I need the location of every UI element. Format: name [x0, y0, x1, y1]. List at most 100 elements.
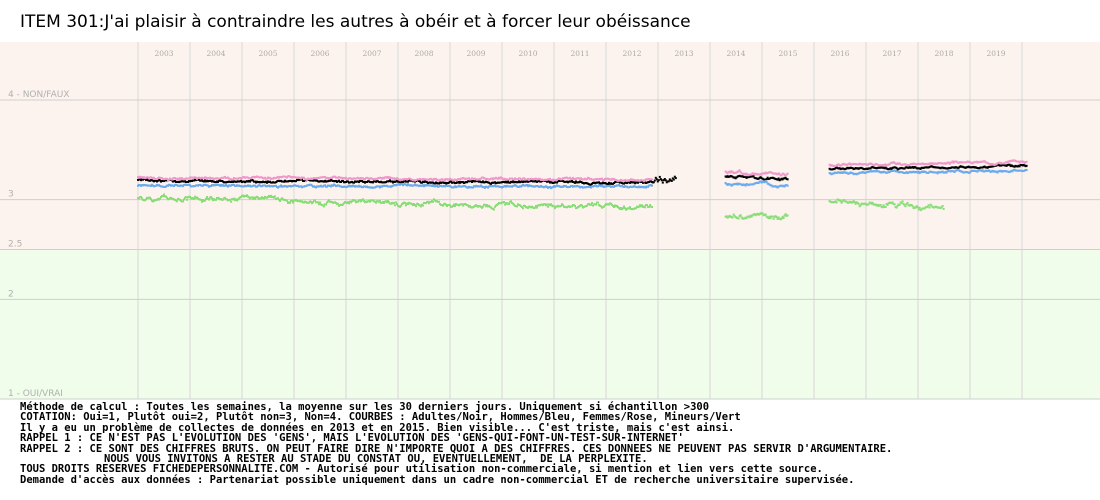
data-point-adultes	[668, 180, 670, 182]
data-point-mineurs	[183, 198, 185, 200]
x-tick-label-2019: 2019	[986, 49, 1005, 58]
data-point-mineurs	[286, 200, 288, 202]
data-point-mineurs	[644, 206, 646, 208]
x-tick-label-2010: 2010	[518, 49, 537, 58]
data-point-mineurs	[379, 200, 381, 202]
data-point-mineurs	[337, 203, 339, 205]
x-tick-label-2004: 2004	[206, 49, 225, 58]
data-point-mineurs	[892, 201, 894, 203]
data-point-mineurs	[787, 214, 789, 216]
data-point-mineurs	[274, 196, 276, 198]
y-tick-label: 3	[8, 190, 14, 200]
y-tick-label: 2.5	[8, 240, 22, 250]
data-point-mineurs	[200, 199, 202, 201]
x-tick-label-2003: 2003	[154, 49, 173, 58]
data-point-mineurs	[516, 205, 518, 207]
data-point-mineurs	[405, 204, 407, 206]
data-point-mineurs	[783, 217, 785, 219]
data-point-mineurs	[215, 199, 217, 201]
data-point-mineurs	[738, 217, 740, 219]
data-point-mineurs	[454, 205, 456, 207]
data-point-mineurs	[482, 206, 484, 208]
data-point-adultes	[658, 179, 660, 181]
data-point-adultes	[656, 178, 658, 180]
data-point-adultes	[1026, 165, 1028, 167]
data-point-mineurs	[393, 202, 395, 204]
data-point-femmes	[651, 178, 653, 180]
data-point-mineurs	[394, 204, 396, 206]
x-tick-label-2006: 2006	[310, 49, 329, 58]
data-point-mineurs	[574, 205, 576, 207]
data-point-mineurs	[943, 208, 945, 210]
y-tick-label: 4 - NON/FAUX	[8, 90, 70, 100]
data-point-mineurs	[896, 207, 898, 209]
data-point-hommes	[787, 185, 789, 187]
x-tick-label-2008: 2008	[414, 49, 433, 58]
data-point-mineurs	[894, 203, 896, 205]
data-point-adultes	[671, 180, 673, 182]
data-point-mineurs	[325, 204, 327, 206]
data-point-mineurs	[590, 204, 592, 206]
data-point-mineurs	[773, 218, 775, 220]
data-point-adultes	[673, 179, 675, 181]
data-point-mineurs	[362, 198, 364, 200]
data-point-mineurs	[553, 205, 555, 207]
data-point-mineurs	[536, 207, 538, 209]
data-point-mineurs	[185, 196, 187, 198]
data-point-mineurs	[581, 205, 583, 207]
data-point-mineurs	[422, 205, 424, 207]
data-point-mineurs	[885, 206, 887, 208]
data-point-mineurs	[929, 207, 931, 209]
data-point-mineurs	[912, 205, 914, 207]
data-point-adultes	[659, 176, 661, 178]
data-point-adultes	[787, 178, 789, 180]
x-tick-label-2018: 2018	[934, 49, 953, 58]
x-tick-label-2012: 2012	[622, 49, 641, 58]
x-tick-label-2017: 2017	[882, 49, 901, 58]
data-point-mineurs	[765, 213, 767, 215]
data-point-mineurs	[318, 203, 320, 205]
data-point-mineurs	[905, 205, 907, 207]
x-tick-label-2011: 2011	[570, 49, 589, 58]
data-point-adultes	[675, 177, 677, 179]
chart-title: ITEM 301:J'ai plaisir à contraindre les …	[20, 12, 691, 32]
data-point-mineurs	[622, 207, 624, 209]
data-point-mineurs	[354, 200, 356, 202]
data-point-mineurs	[317, 201, 319, 203]
data-point-mineurs	[395, 202, 397, 204]
data-point-mineurs	[314, 199, 316, 201]
data-point-mineurs	[880, 204, 882, 206]
data-point-adultes	[661, 179, 663, 181]
data-point-mineurs	[887, 204, 889, 206]
data-point-mineurs	[201, 201, 203, 203]
data-point-mineurs	[522, 207, 524, 209]
data-point-mineurs	[229, 199, 231, 201]
data-point-mineurs	[230, 201, 232, 203]
data-point-mineurs	[206, 196, 208, 198]
data-point-mineurs	[510, 200, 512, 202]
notes-block: Méthode de calcul : Toutes les semaines,…	[20, 402, 1095, 485]
data-point-mineurs	[732, 217, 734, 219]
data-point-mineurs	[858, 203, 860, 205]
data-point-mineurs	[597, 202, 599, 204]
data-point-mineurs	[907, 202, 909, 204]
data-point-mineurs	[292, 202, 294, 204]
x-tick-label-2014: 2014	[726, 49, 745, 58]
data-point-hommes	[766, 181, 768, 183]
data-point-femmes	[1026, 161, 1028, 163]
data-point-mineurs	[762, 212, 764, 214]
data-point-mineurs	[781, 218, 783, 220]
data-point-mineurs	[400, 205, 402, 207]
data-point-mineurs	[899, 204, 901, 206]
x-tick-label-2005: 2005	[258, 49, 277, 58]
data-point-mineurs	[776, 216, 778, 218]
x-tick-label-2015: 2015	[778, 49, 797, 58]
data-point-mineurs	[508, 203, 510, 205]
note-data-access: Demande d'accès aux données : Partenaria…	[20, 475, 1095, 485]
x-tick-label-2016: 2016	[830, 49, 849, 58]
data-point-mineurs	[591, 202, 593, 204]
data-point-mineurs	[291, 200, 293, 202]
data-point-mineurs	[432, 201, 434, 203]
data-point-mineurs	[193, 198, 195, 200]
data-point-mineurs	[882, 206, 884, 208]
